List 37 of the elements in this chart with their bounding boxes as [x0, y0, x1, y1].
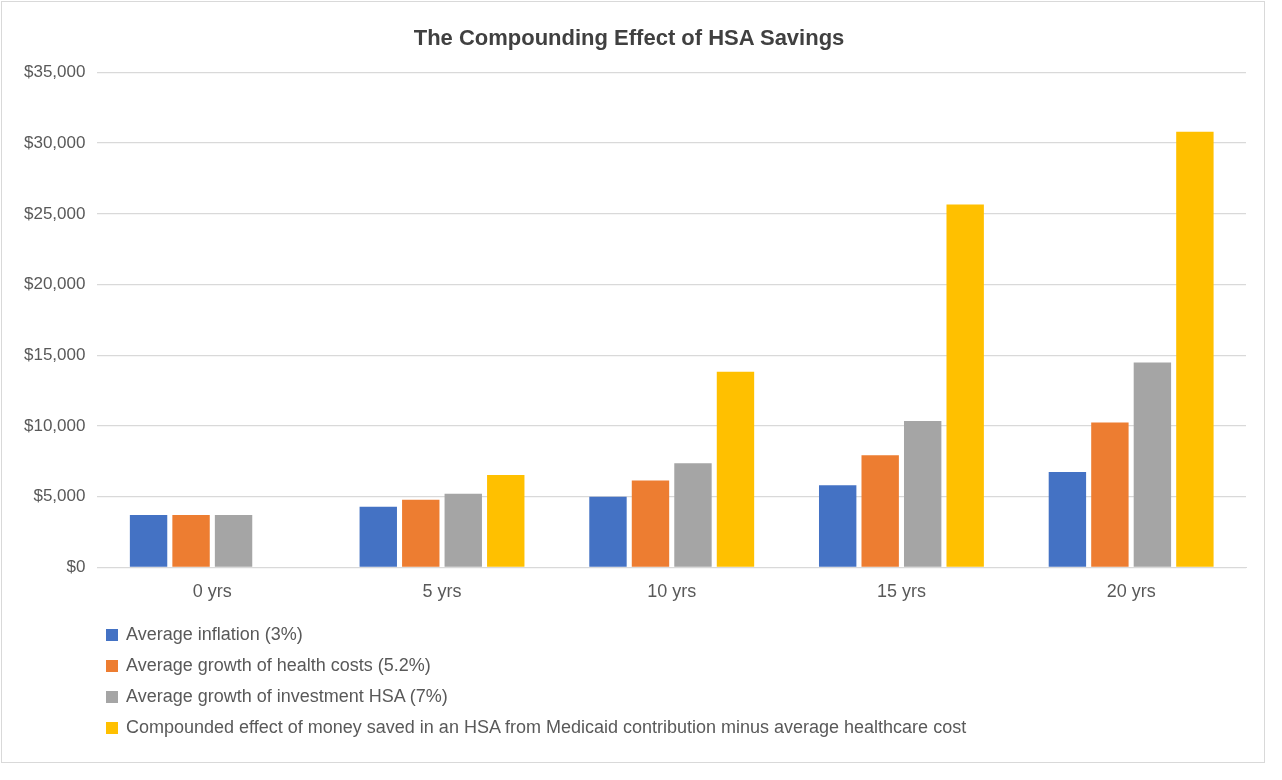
x-tick-label: 0 yrs	[192, 581, 232, 602]
bar	[444, 493, 482, 567]
bar	[589, 496, 627, 567]
y-tick-label: $35,000	[24, 62, 86, 82]
x-tick-label: 10 yrs	[647, 581, 697, 602]
bar	[903, 420, 942, 567]
bar	[674, 463, 712, 567]
y-tick-label: $20,000	[24, 274, 86, 294]
bar	[359, 506, 397, 567]
y-tick-label: $5,000	[33, 486, 86, 506]
bar	[818, 485, 857, 567]
y-tick-label: $30,000	[24, 132, 86, 152]
x-tick-label: 15 yrs	[876, 581, 926, 602]
y-tick-label: $15,000	[24, 344, 86, 364]
legend-label: Average inflation (3%)	[126, 624, 303, 645]
x-tick-label: 5 yrs	[422, 581, 462, 602]
chart-title: The Compounding Effect of HSA Savings	[413, 25, 845, 51]
x-tick-label: 20 yrs	[1106, 581, 1156, 602]
bar	[1176, 131, 1214, 567]
bar	[861, 455, 899, 567]
bar	[631, 480, 670, 567]
y-tick-label: $10,000	[24, 415, 86, 435]
legend-label: Average growth of health costs (5.2%)	[126, 655, 431, 676]
bar	[1091, 422, 1129, 567]
y-tick-label: $25,000	[24, 203, 86, 223]
bar	[716, 371, 755, 567]
bar	[172, 515, 210, 567]
bar	[129, 515, 168, 567]
bar	[946, 204, 984, 567]
bar	[214, 515, 253, 567]
legend-label: Average growth of investment HSA (7%)	[126, 686, 448, 707]
bar	[487, 475, 525, 567]
bar	[402, 499, 440, 567]
legend-label: Compounded effect of money saved in an HSA from Medicaid contribution minus average healthcare cost	[126, 717, 967, 738]
bar	[1048, 472, 1087, 567]
bar	[1133, 362, 1172, 567]
y-tick-label: $0	[66, 557, 86, 577]
